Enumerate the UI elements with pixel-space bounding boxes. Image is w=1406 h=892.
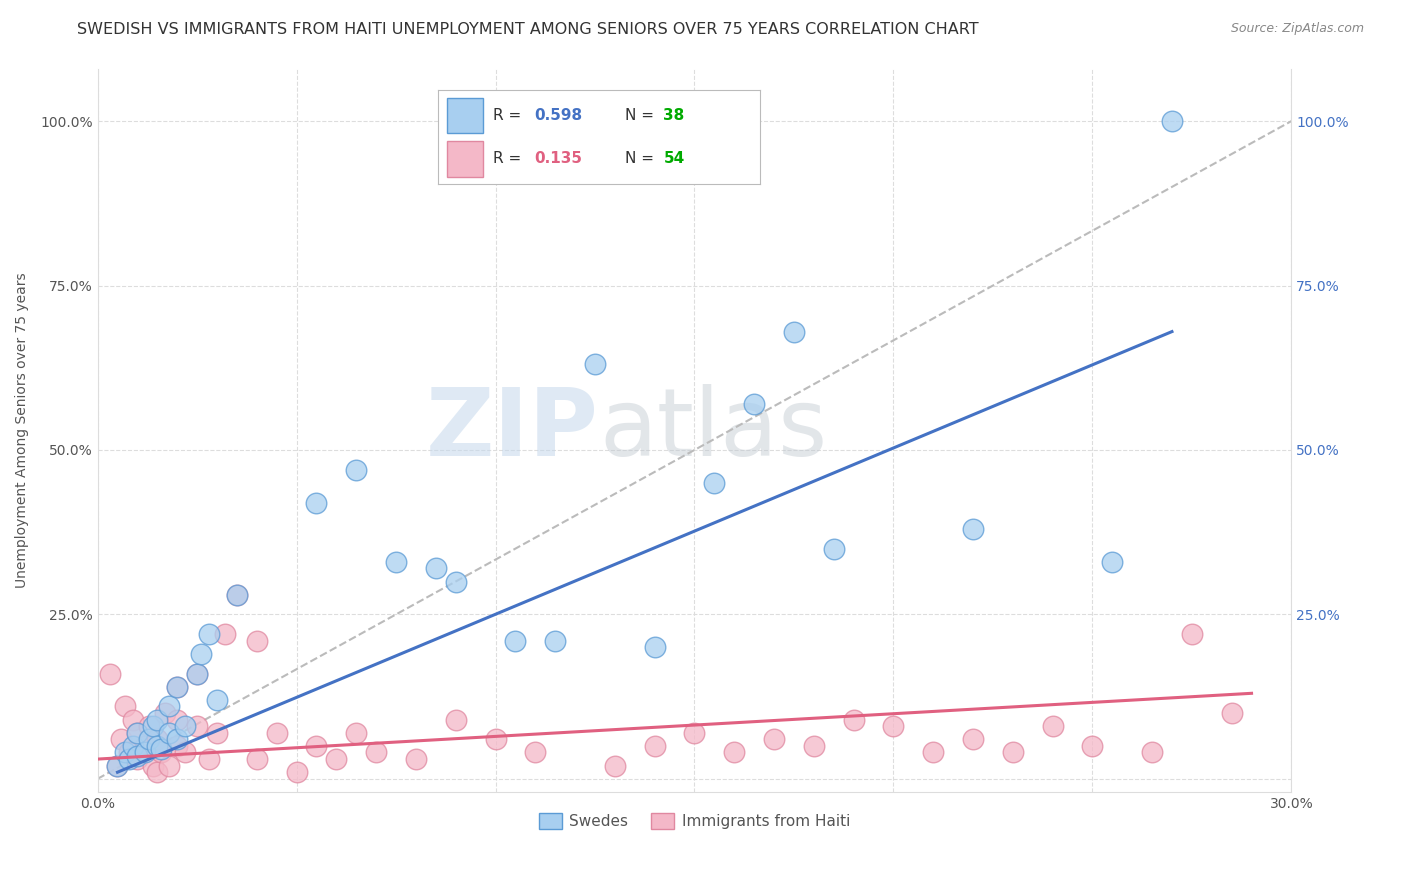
Point [603,758,626,772]
Point [1161,114,1184,128]
Point [134,739,156,753]
Point [823,541,845,556]
Legend: Swedes, Immigrants from Haiti: Swedes, Immigrants from Haiti [533,806,856,835]
Point [122,739,145,753]
Point [882,719,904,733]
Point [174,746,197,760]
Point [114,746,136,760]
Point [157,758,180,772]
Point [1001,746,1024,760]
Point [142,758,165,772]
Point [783,325,806,339]
Point [166,680,188,694]
Point [1042,719,1064,733]
Point [266,725,288,739]
Point [703,475,725,490]
Point [155,706,177,720]
Point [186,666,208,681]
Point [157,725,180,739]
Point [344,463,367,477]
Point [214,627,236,641]
Point [225,588,247,602]
Point [205,693,228,707]
Point [305,739,328,753]
Point [166,739,188,753]
Point [157,699,180,714]
Point [385,555,408,569]
Point [366,746,388,760]
Point [118,746,141,760]
Point [1101,555,1123,569]
Point [146,739,169,753]
Point [1220,706,1243,720]
Point [583,358,606,372]
Point [1081,739,1104,753]
Text: atlas: atlas [599,384,827,476]
Point [138,719,160,733]
Point [134,746,156,760]
Point [114,699,136,714]
Point [107,758,129,772]
Point [146,732,169,747]
Point [166,713,188,727]
Point [484,732,506,747]
Point [225,588,247,602]
Point [127,752,149,766]
Point [127,748,149,763]
Point [285,765,308,780]
Point [138,732,160,747]
Point [246,633,269,648]
Point [110,732,132,747]
Point [198,627,221,641]
Point [842,713,865,727]
Point [425,561,447,575]
Point [150,742,173,756]
Point [444,713,467,727]
Point [644,640,666,655]
Point [683,725,706,739]
Point [1140,746,1163,760]
Point [98,666,121,681]
Point [146,765,169,780]
Point [174,719,197,733]
Point [150,746,173,760]
Point [524,746,547,760]
Point [146,713,169,727]
Point [122,713,145,727]
Point [118,752,141,766]
Point [763,732,786,747]
Point [444,574,467,589]
Point [198,752,221,766]
Point [962,522,984,536]
Point [344,725,367,739]
Point [166,680,188,694]
Text: SWEDISH VS IMMIGRANTS FROM HAITI UNEMPLOYMENT AMONG SENIORS OVER 75 YEARS CORREL: SWEDISH VS IMMIGRANTS FROM HAITI UNEMPLO… [77,22,979,37]
Point [246,752,269,766]
Point [107,758,129,772]
Point [166,732,188,747]
Point [803,739,825,753]
Point [127,725,149,739]
Y-axis label: Unemployment Among Seniors over 75 years: Unemployment Among Seniors over 75 years [15,272,30,588]
Point [205,725,228,739]
Point [127,725,149,739]
Text: Source: ZipAtlas.com: Source: ZipAtlas.com [1230,22,1364,36]
Point [962,732,984,747]
Point [544,633,567,648]
Point [723,746,745,760]
Point [1181,627,1204,641]
Point [142,719,165,733]
Point [325,752,347,766]
Point [505,633,527,648]
Point [644,739,666,753]
Point [305,495,328,509]
Point [922,746,945,760]
Point [742,397,765,411]
Text: ZIP: ZIP [426,384,599,476]
Point [186,719,208,733]
Point [405,752,427,766]
Point [186,666,208,681]
Point [190,647,212,661]
